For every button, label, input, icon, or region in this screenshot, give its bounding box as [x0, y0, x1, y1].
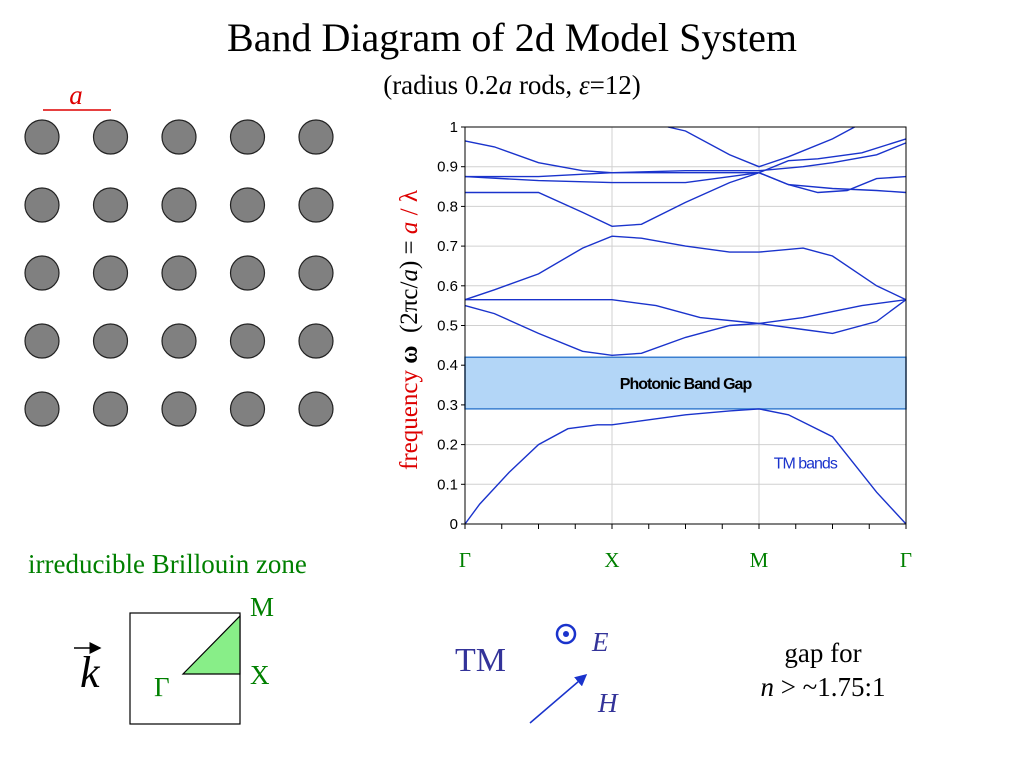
brillouin-zone-diagram: k M X Γ [74, 592, 274, 725]
x-tick-label: Γ [900, 548, 912, 572]
dielectric-rod [92, 255, 129, 291]
page-subtitle: (radius 0.2a rods, ε=12) [0, 70, 1024, 101]
dielectric-rod [298, 255, 334, 291]
y-tick-label: 0.9 [437, 159, 458, 176]
band-chart: Photonic Band Gap 0 0.1 0.2 0.3 0.4 0.5 0.6 0.7… [437, 119, 912, 572]
ylabel-equals: = [396, 240, 423, 255]
gap-note-n: n [760, 672, 774, 702]
y-tick-label: 0.1 [437, 476, 458, 493]
dielectric-rod [92, 391, 129, 427]
y-tick-label: 0 [450, 516, 458, 533]
y-tick-label: 0.6 [437, 278, 458, 295]
dielectric-rod [298, 323, 334, 359]
band-line [464, 138, 907, 174]
dielectric-rod [229, 391, 266, 427]
y-tick-label: 0.2 [437, 437, 458, 454]
y-tick-label: 0.8 [437, 198, 458, 215]
ylabel-unit-close: ) [396, 260, 423, 270]
ylabel-unit-open: (2πc/ [396, 281, 423, 334]
bz-point-X: X [250, 660, 270, 690]
dielectric-rod [229, 187, 266, 223]
y-tick-labels: 0 0.1 0.2 0.3 0.4 0.5 0.6 0.7 0.8 0.9 1 [437, 119, 465, 533]
dielectric-rod [24, 255, 60, 291]
rod-lattice: a [24, 80, 334, 427]
out-of-plane-icon [555, 623, 577, 645]
wavevector-k-label: k [80, 648, 101, 697]
band-line [464, 299, 907, 357]
y-tick-label: 0.3 [437, 397, 458, 414]
subtitle-part-3: =12) [589, 70, 641, 100]
out-of-plane-dot-icon [563, 631, 569, 637]
tm-polarization-label: TM [455, 642, 506, 679]
irreducible-zone-triangle [181, 614, 241, 675]
rod-grid [24, 119, 334, 427]
x-tick-label: M [750, 548, 769, 572]
dielectric-rod [229, 255, 266, 291]
x-tick-label: X [604, 548, 619, 572]
dielectric-rod [161, 323, 197, 359]
subtitle-part-2: rods, [512, 70, 579, 100]
dielectric-rod [161, 255, 197, 291]
gap-condition-note: gap for n > ~1.75:1 [728, 636, 918, 704]
gap-note-ratio: > ~1.75:1 [773, 672, 886, 702]
dielectric-rod [92, 119, 129, 155]
band-lines [464, 126, 907, 525]
band-line [465, 299, 907, 325]
subtitle-a: a [498, 70, 513, 100]
chart-grid [464, 126, 907, 525]
band-line [465, 142, 907, 178]
h-field-label: H [597, 688, 619, 718]
dielectric-rod [24, 391, 60, 427]
brillouin-zone-label: irreducible Brillouin zone [28, 549, 307, 579]
ylabel-omega: ω [396, 345, 423, 364]
chart-frame [464, 126, 907, 525]
subtitle-part-1: (radius 0.2 [383, 70, 499, 100]
dielectric-rod [92, 323, 129, 359]
ylabel-lambda: / λ [396, 190, 423, 216]
band-line [464, 235, 907, 301]
y-tick-label: 0.5 [437, 318, 458, 335]
dielectric-rod [92, 187, 129, 223]
x-tick-label: Γ [459, 548, 471, 572]
tm-bands-label: TM bands [774, 455, 838, 472]
y-tick-label: 0.4 [437, 357, 458, 374]
dielectric-rod [161, 391, 197, 427]
dielectric-rod [24, 187, 60, 223]
dielectric-rod [161, 187, 197, 223]
bz-point-gamma: Γ [154, 672, 170, 702]
gap-note-line-1: gap for [784, 638, 862, 668]
dielectric-rod [161, 119, 197, 155]
dielectric-rod [229, 119, 266, 155]
dielectric-rod [298, 187, 334, 223]
subtitle-epsilon: ε [578, 70, 590, 100]
h-field-arrow-icon [529, 674, 588, 724]
y-tick-label: 1 [450, 119, 458, 136]
dielectric-rod [229, 323, 266, 359]
dielectric-rod [24, 119, 60, 155]
lattice-constant-label: a [69, 80, 83, 110]
page-title: Band Diagram of 2d Model System [227, 15, 797, 60]
ylabel-a: a [396, 221, 423, 235]
band-line [464, 408, 907, 525]
ylabel-unit-a: a [396, 269, 423, 282]
dielectric-rod [298, 119, 334, 155]
ylabel-frequency: frequency [396, 370, 423, 470]
band-line [465, 171, 907, 228]
bz-point-M: M [250, 592, 274, 622]
y-tick-label: 0.7 [437, 238, 458, 255]
band-line [667, 126, 855, 168]
dielectric-rod [298, 391, 334, 427]
photonic-band-gap-label: Photonic Band Gap [620, 376, 753, 393]
band-line [464, 171, 907, 194]
field-directions: E H [529, 623, 619, 724]
e-field-label: E [591, 627, 609, 657]
gap-note-line-2: n > ~1.75:1 [728, 670, 918, 704]
dielectric-rod [24, 323, 60, 359]
